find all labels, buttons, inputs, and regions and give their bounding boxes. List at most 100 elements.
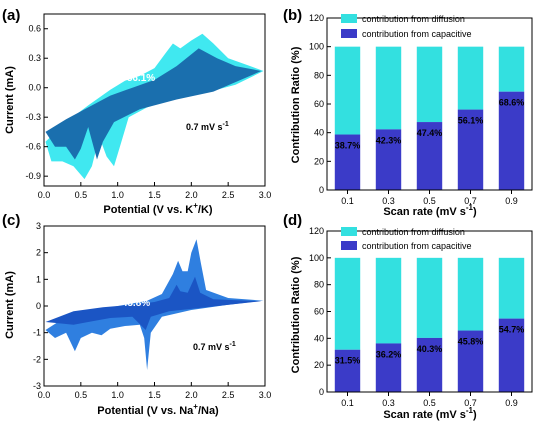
panel-b-bar-capacitive-4 bbox=[498, 91, 525, 190]
panel-b-ytick-label-0: 0 bbox=[319, 185, 324, 195]
panel-b-bar-capacitive-0 bbox=[334, 134, 361, 190]
panel-d-bar-label-4: 54.7% bbox=[499, 325, 525, 335]
panel-d-ytick-label-6: 120 bbox=[309, 226, 324, 236]
panel-a-plot-area: 0.0 0.5 1.0 1.5 2.0 2.5 3.0 -0.9 -0.6 -0.3 0.0 0.3 0… bbox=[25, 13, 272, 200]
panel-b-bar-label-2: 47.4% bbox=[417, 128, 443, 138]
panel-a-label: (a) bbox=[2, 7, 20, 24]
panel-b-xlabel-sup: -1 bbox=[466, 203, 474, 212]
panel-d-bar-capacitive-2 bbox=[416, 337, 443, 392]
panel-a-xtick-label-5: 2.5 bbox=[222, 190, 235, 200]
panel-d-ytick-label-1: 20 bbox=[314, 360, 324, 370]
panel-a-xtick-label-3: 1.5 bbox=[148, 190, 161, 200]
panel-a-cv-total-area bbox=[45, 33, 264, 180]
panel-a-ytick-label-5: 0.6 bbox=[28, 24, 41, 34]
panel-b-bar-capacitive-2 bbox=[416, 122, 443, 190]
panel-b-xlabel-text: Scan rate (mV s bbox=[383, 206, 466, 218]
panel-a-xlabel-text: Potential (V vs. K bbox=[103, 204, 193, 216]
panel-b-ytick-label-4: 80 bbox=[314, 70, 324, 80]
panel-c-ytick-label-4: 1 bbox=[36, 274, 41, 284]
panel-d-xlabel-sup: -1 bbox=[466, 406, 474, 415]
panel-c-xtick-label-0: 0.0 bbox=[38, 390, 51, 400]
panel-a-xtick-label-4: 2.0 bbox=[185, 190, 198, 200]
panel-c: (c) 0.0 0.5 1.0 1.5 2.0 2.5 3.0 -3 -2 -1 0 1 2 3 45.8… bbox=[2, 212, 271, 417]
panel-c-ytick-label-5: 2 bbox=[36, 248, 41, 258]
panel-d-bar-label-0: 31.5% bbox=[335, 356, 361, 366]
panel-d-xlabel-tail: ) bbox=[473, 409, 477, 421]
panel-a-ytick-label-1: -0.6 bbox=[25, 142, 41, 152]
panel-b-legend-swatch-diffusion bbox=[341, 14, 357, 23]
panel-b-bar-label-1: 42.3% bbox=[376, 135, 402, 145]
panel-a-xtick-label-0: 0.0 bbox=[38, 190, 51, 200]
panel-a-xtick-label-6: 3.0 bbox=[259, 190, 272, 200]
panel-b-bar-diffusion-0 bbox=[334, 46, 361, 135]
panel-d-ytick-label-2: 40 bbox=[314, 333, 324, 343]
panel-b-bar-label-4: 68.6% bbox=[499, 98, 525, 108]
panel-c-rate-text: 0.7 mV s bbox=[193, 342, 230, 352]
panel-a-ytick-label-4: 0.3 bbox=[28, 53, 41, 63]
panel-d-ytick-label-4: 80 bbox=[314, 280, 324, 290]
panel-b-bar-diffusion-4 bbox=[498, 46, 525, 92]
panel-c-label: (c) bbox=[2, 212, 20, 229]
panel-d-xtick-label-4: 0.9 bbox=[505, 398, 518, 408]
panel-c-cv-capacitive-area bbox=[45, 276, 262, 330]
panel-b-xtick-label-1: 0.3 bbox=[382, 196, 395, 206]
panel-d-bar-label-3: 45.8% bbox=[458, 337, 484, 347]
panel-d-xtick-label-2: 0.5 bbox=[423, 398, 436, 408]
panel-d-legend-capacitive: contribution from capacitive bbox=[362, 241, 472, 251]
panel-b-ytick-label-5: 100 bbox=[309, 42, 324, 52]
panel-d-legend-diffusion: contribution from diffusion bbox=[362, 227, 465, 237]
panel-d-bar-diffusion-4 bbox=[498, 257, 525, 319]
panel-b-xtick-label-4: 0.9 bbox=[505, 196, 518, 206]
panel-a-ytick-label-0: -0.9 bbox=[25, 171, 41, 181]
panel-c-xlabel-tail: /Na) bbox=[198, 405, 219, 417]
panel-c-ytick-label-3: 0 bbox=[36, 301, 41, 311]
panel-c-ytick-label-2: -1 bbox=[33, 328, 41, 338]
panel-c-xlabel-text: Potential (V vs. Na bbox=[97, 405, 194, 417]
panel-b-bar-label-0: 38.7% bbox=[335, 141, 361, 151]
panel-c-ylabel: Current (mA) bbox=[4, 271, 16, 339]
panel-b-legend-capacitive: contribution from capacitive bbox=[362, 29, 472, 39]
panel-b-bar-diffusion-2 bbox=[416, 46, 443, 123]
panel-d-legend-swatch-capacitive bbox=[341, 241, 357, 250]
panel-c-ytick-label-0: -3 bbox=[33, 381, 41, 391]
panel-d-xtick-label-0: 0.1 bbox=[341, 398, 354, 408]
panel-c-xlabel: Potential (V vs. Na+/Na) bbox=[97, 402, 219, 417]
panel-a-xlabel-tail: /K) bbox=[198, 204, 213, 216]
panel-b-bar-label-3: 56.1% bbox=[458, 116, 484, 126]
panel-d-legend: contribution from diffusion contribution… bbox=[341, 227, 472, 251]
panel-b-legend-swatch-capacitive bbox=[341, 29, 357, 38]
panel-d-bar-capacitive-0 bbox=[334, 349, 361, 392]
panel-d-legend-swatch-diffusion bbox=[341, 227, 357, 236]
panel-d-xtick-label-3: 0.7 bbox=[464, 398, 477, 408]
panel-b-bar-diffusion-1 bbox=[375, 46, 402, 130]
panel-c-xtick-label-2: 1.0 bbox=[111, 390, 124, 400]
panel-d-bar-label-2: 40.3% bbox=[417, 344, 443, 354]
panel-b-bar-capacitive-3 bbox=[457, 109, 484, 190]
panel-c-xtick-label-5: 2.5 bbox=[222, 390, 235, 400]
panel-c-plot-area: 0.0 0.5 1.0 1.5 2.0 2.5 3.0 -3 -2 -1 0 1 2 3 bbox=[33, 221, 271, 400]
panel-d-xlabel: Scan rate (mV s-1) bbox=[383, 406, 477, 421]
panel-b-xtick-label-0: 0.1 bbox=[341, 196, 354, 206]
panel-b-legend-diffusion: contribution from diffusion bbox=[362, 14, 465, 24]
panel-d-bar-label-1: 36.2% bbox=[376, 349, 402, 359]
panel-d-bar-diffusion-0 bbox=[334, 257, 361, 350]
panel-d-label: (d) bbox=[283, 212, 302, 229]
panel-d-bar-diffusion-1 bbox=[375, 257, 402, 344]
panel-b-xtick-label-3: 0.7 bbox=[464, 196, 477, 206]
panel-a-percent-annotation: 56.1% bbox=[127, 73, 155, 84]
panel-b-label: (b) bbox=[283, 7, 302, 24]
panel-b-xlabel: Scan rate (mV s-1) bbox=[383, 203, 477, 218]
panel-d: (d) 31.5% 0.1 36.2% 0.3 40.3% 0.5 45.8% 0.7 54.7… bbox=[283, 212, 533, 421]
panel-a-rate-sup: -1 bbox=[223, 121, 229, 128]
panel-a-rate-annotation: 0.7 mV s-1 bbox=[186, 121, 229, 132]
panel-c-percent-annotation: 45.8% bbox=[122, 298, 150, 309]
panel-c-xtick-label-1: 0.5 bbox=[75, 390, 88, 400]
panel-a-ytick-label-2: -0.3 bbox=[25, 112, 41, 122]
panel-b-ytick-label-2: 40 bbox=[314, 128, 324, 138]
panel-d-ytick-label-5: 100 bbox=[309, 253, 324, 263]
panel-a-xtick-label-1: 0.5 bbox=[75, 190, 88, 200]
panel-d-plot-area: 31.5% 0.1 36.2% 0.3 40.3% 0.5 45.8% 0.7 54.7% 0.9… bbox=[309, 226, 533, 408]
panel-c-xtick-label-3: 1.5 bbox=[148, 390, 161, 400]
panel-d-xtick-label-1: 0.3 bbox=[382, 398, 395, 408]
